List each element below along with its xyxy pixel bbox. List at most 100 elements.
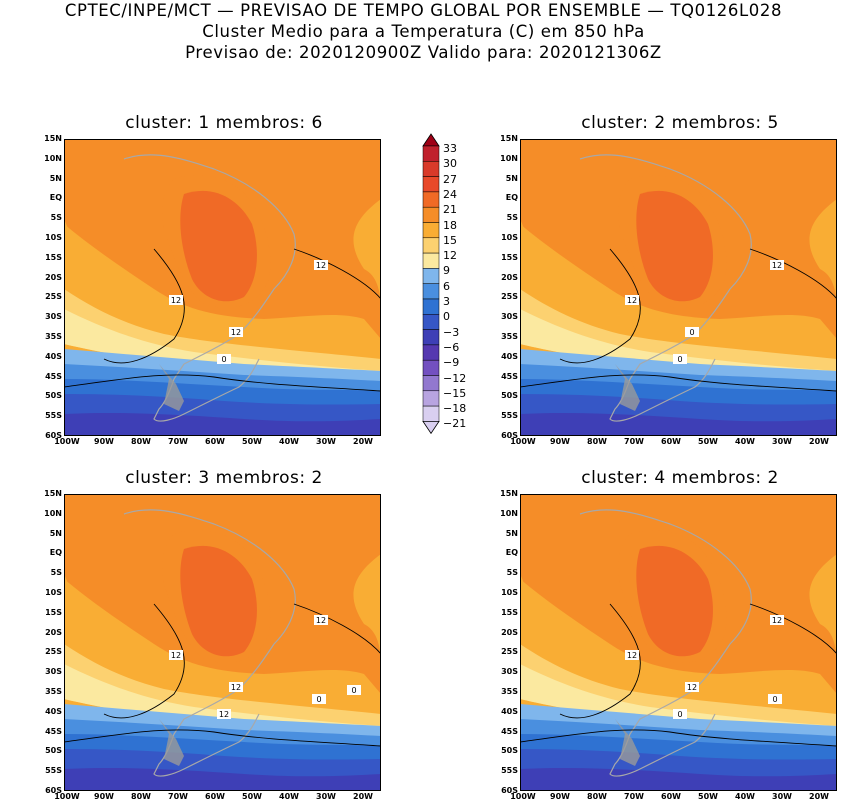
colorbar-min-arrow — [422, 421, 440, 435]
contour-label: 12 — [316, 616, 326, 625]
temperature-map: 12 12 12 0 — [64, 139, 381, 436]
lat-tick-label: 50S — [45, 746, 62, 756]
lat-tick-label: 10S — [45, 233, 62, 242]
coastline — [579, 154, 752, 422]
colorbar-swatch — [422, 329, 440, 346]
lat-tick-label: 55S — [501, 411, 518, 421]
lon-tick-label: 30W — [772, 792, 792, 801]
contour-label: 0 — [677, 355, 682, 364]
lon-tick-label: 40W — [735, 437, 755, 446]
lon-tick-label: 40W — [279, 792, 299, 801]
contour-line-2 — [520, 729, 837, 747]
lat-tick-label: 15S — [501, 607, 518, 617]
lat-tick-label: 60S — [501, 786, 518, 795]
lat-tick-label: 50S — [501, 746, 518, 756]
lon-tick-label: 90W — [94, 792, 114, 801]
colorbar-swatch — [422, 191, 440, 208]
lon-tick-label: 60W — [205, 437, 225, 446]
temp-band-hot-1 — [180, 545, 257, 657]
lat-tick-label: 15N — [500, 134, 518, 143]
temp-band-cold-4 — [64, 412, 381, 436]
lat-tick-label: 10S — [501, 233, 518, 242]
contour-label-box — [685, 327, 699, 337]
contour-label-box — [768, 694, 782, 704]
panel-title: cluster: 2 membros: 5 — [581, 113, 779, 133]
contour-label-box — [314, 260, 328, 270]
lat-tick-label: 50S — [501, 391, 518, 401]
colorbar-label: −9 — [443, 356, 460, 370]
lat-tick-label: 25S — [45, 292, 62, 302]
lon-tick-label: 50W — [242, 437, 262, 446]
colorbar-label: 27 — [443, 172, 457, 186]
lon-tick-label: 30W — [772, 437, 792, 446]
temp-band-hot-1 — [636, 190, 713, 302]
lon-tick-label: 60W — [205, 792, 225, 801]
lon-tick-label: 80W — [131, 437, 151, 446]
contour-label-box — [229, 682, 243, 692]
lat-tick-label: EQ — [49, 548, 62, 558]
colorbar-label: −21 — [443, 417, 467, 431]
contour-label-box — [169, 650, 183, 660]
lat-tick-label: 45S — [501, 726, 518, 736]
lat-tick-label: 30S — [501, 667, 518, 677]
contour-line-0 — [559, 248, 641, 364]
map-frame — [64, 139, 381, 436]
colorbar-swatch — [422, 222, 440, 239]
lon-tick-label: 100W — [54, 437, 80, 446]
patagonia-land — [615, 719, 640, 766]
contour-label-box — [625, 295, 639, 305]
temperature-map: 12 12 0 0 — [520, 139, 837, 436]
lon-tick-label: 80W — [587, 437, 607, 446]
lat-tick-label: 10N — [44, 153, 62, 163]
lat-tick-label: 15S — [45, 607, 62, 617]
title-line-2: Cluster Medio para a Temperatura (C) em … — [202, 22, 645, 41]
lon-tick-label: 90W — [550, 437, 570, 446]
colorbar-label: 12 — [443, 249, 457, 263]
colorbar-swatch — [422, 375, 440, 392]
contour-label-box — [770, 260, 784, 270]
lon-tick-label: 20W — [809, 792, 829, 801]
contour-label: 0 — [689, 328, 694, 337]
lat-tick-label: 35S — [501, 332, 518, 341]
contour-label-box — [314, 615, 328, 625]
lat-tick-label: 10S — [501, 588, 518, 597]
colorbar-label: 3 — [443, 295, 450, 308]
lat-tick-label: 15N — [500, 489, 518, 498]
contour-label: 12 — [772, 616, 782, 625]
lon-tick-label: 70W — [168, 437, 188, 446]
lat-tick-label: EQ — [49, 193, 62, 203]
contour-label-box — [625, 650, 639, 660]
lon-tick-label: 60W — [661, 792, 681, 801]
contour-label-box — [673, 709, 687, 719]
lat-tick-label: 10N — [500, 153, 518, 163]
contour-label: 12 — [687, 683, 697, 692]
lon-tick-label: 20W — [353, 792, 373, 801]
temperature-map: 12 12 12 12 0 0 — [64, 494, 381, 791]
contour-label: 12 — [772, 261, 782, 270]
map-frame — [64, 494, 381, 791]
colorbar-label: 21 — [443, 203, 457, 217]
lon-tick-label: 50W — [698, 437, 718, 446]
contour-label: 12 — [231, 683, 241, 692]
colorbar-swatch — [422, 237, 440, 254]
contour-label-box — [217, 709, 231, 719]
lat-tick-label: 30S — [501, 312, 518, 322]
contour-line-0 — [103, 248, 185, 364]
lat-tick-label: 5S — [506, 213, 518, 223]
lon-tick-label: 50W — [698, 792, 718, 801]
contour-label: 0 — [221, 355, 226, 364]
lat-tick-label: 40S — [501, 706, 518, 716]
colorbar-label: 15 — [443, 233, 457, 247]
contour-label: 0 — [677, 710, 682, 719]
lat-tick-label: 30S — [45, 667, 62, 677]
lat-tick-label: 20S — [45, 627, 62, 637]
lon-tick-label: 20W — [353, 437, 373, 446]
colorbar-swatch — [422, 298, 440, 315]
lat-tick-label: 5S — [50, 568, 62, 578]
contour-label: 12 — [231, 328, 241, 337]
colorbar-label: −12 — [443, 371, 467, 385]
contour-label-box — [673, 354, 687, 364]
colorbar-label: 33 — [443, 142, 457, 155]
colorbar-swatch — [422, 344, 440, 361]
lon-tick-label: 80W — [587, 792, 607, 801]
